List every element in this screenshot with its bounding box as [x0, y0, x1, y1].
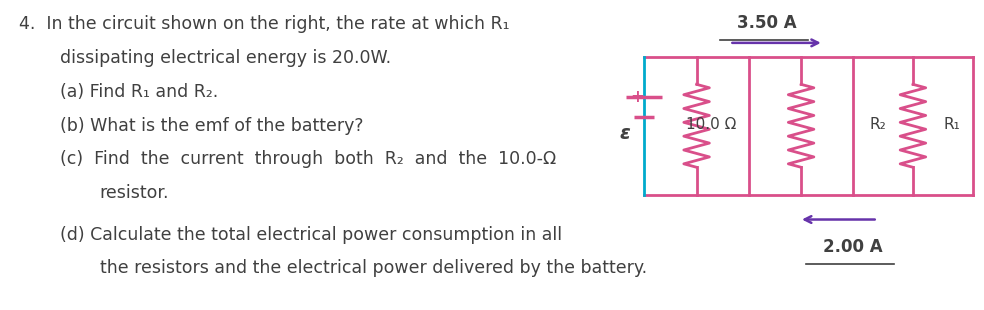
Text: 4.  In the circuit shown on the right, the rate at which R₁: 4. In the circuit shown on the right, th…: [19, 15, 510, 33]
Text: the resistors and the electrical power delivered by the battery.: the resistors and the electrical power d…: [99, 259, 646, 277]
Text: 10.0 Ω: 10.0 Ω: [686, 117, 737, 132]
Text: (a) Find R₁ and R₂.: (a) Find R₁ and R₂.: [60, 83, 218, 101]
Text: resistor.: resistor.: [99, 184, 169, 202]
Text: ε: ε: [619, 124, 630, 143]
Text: 3.50 A: 3.50 A: [737, 14, 797, 32]
Text: R₂: R₂: [870, 117, 887, 132]
Text: (d) Calculate the total electrical power consumption in all: (d) Calculate the total electrical power…: [60, 226, 563, 244]
Text: +: +: [631, 88, 645, 106]
Text: (c)  Find  the  current  through  both  R₂  and  the  10.0-Ω: (c) Find the current through both R₂ and…: [60, 150, 557, 168]
Text: 2.00 A: 2.00 A: [824, 238, 883, 256]
Text: (b) What is the emf of the battery?: (b) What is the emf of the battery?: [60, 117, 364, 135]
Text: dissipating electrical energy is 20.0W.: dissipating electrical energy is 20.0W.: [60, 49, 392, 67]
Text: R₁: R₁: [944, 117, 960, 132]
